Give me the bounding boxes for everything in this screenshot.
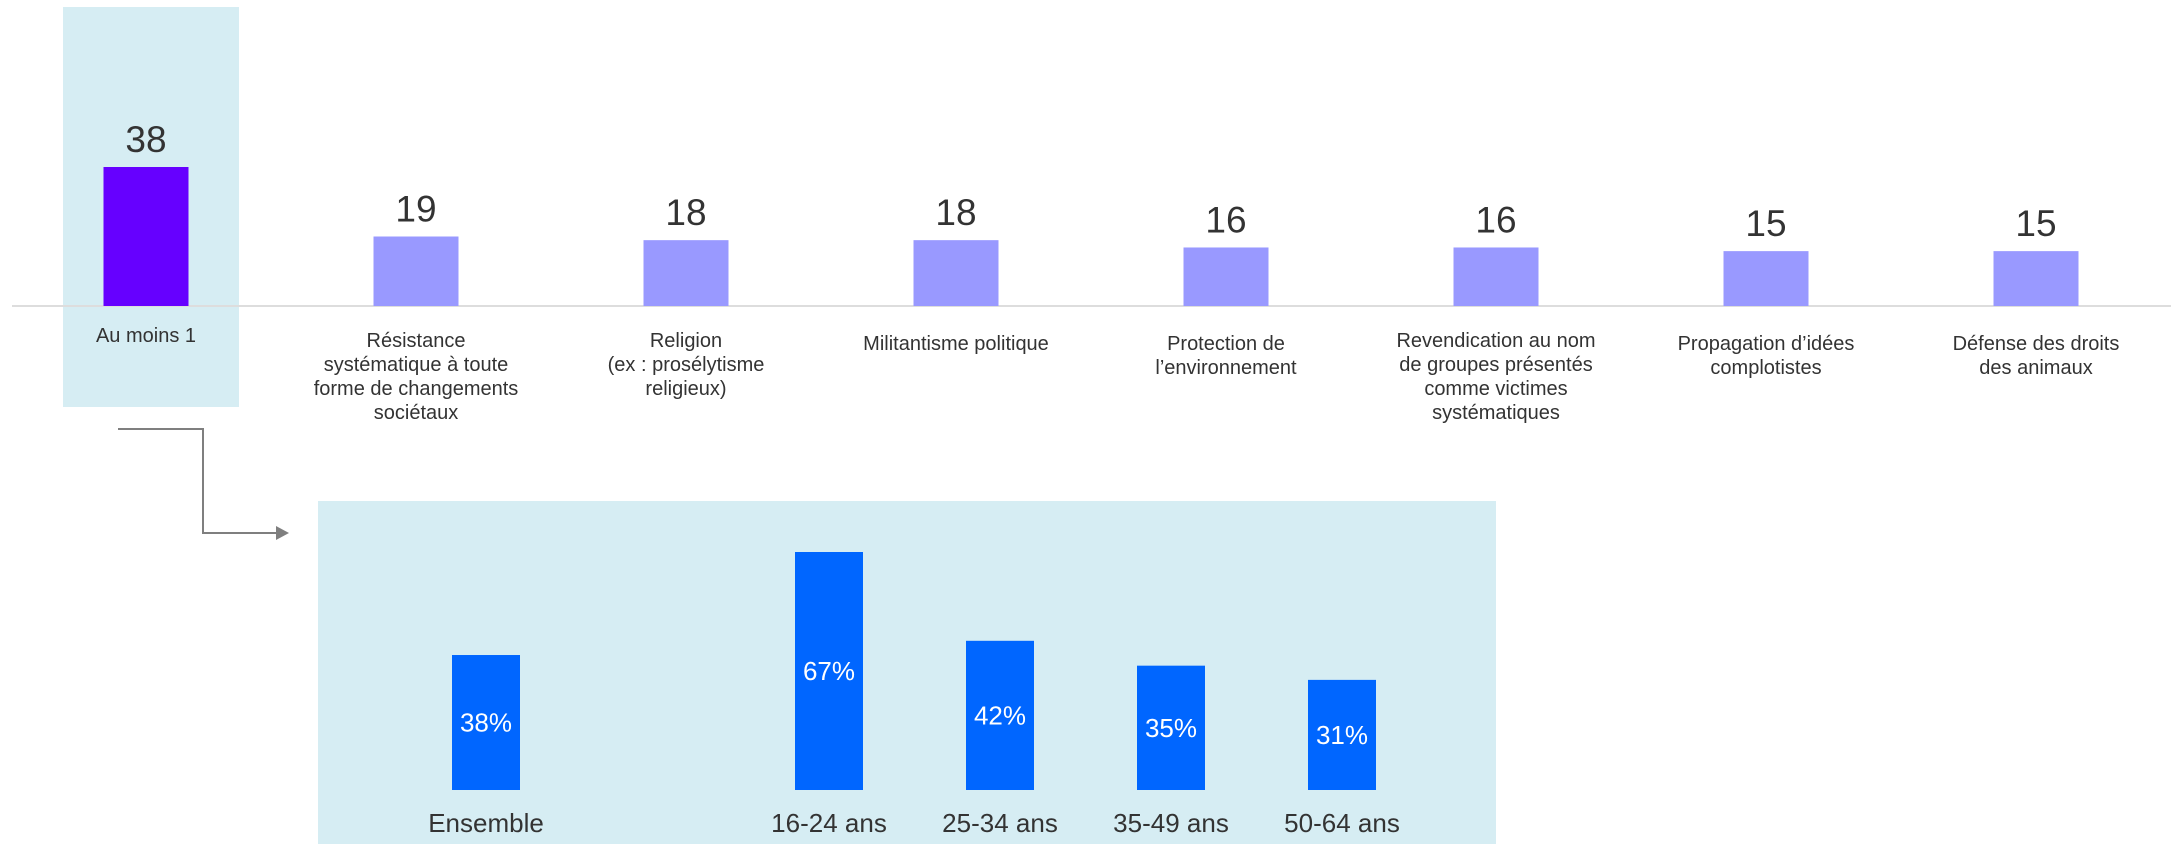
top-bar	[1453, 247, 1539, 306]
age-bar-value-label: 31%	[1316, 720, 1368, 750]
top-category-label: Militantisme politique	[863, 333, 1049, 355]
top-bar	[1723, 251, 1809, 306]
top-bar-value-label: 16	[1205, 199, 1246, 240]
connector-arrowhead-icon	[276, 526, 289, 540]
age-category-label: Ensemble	[428, 808, 544, 838]
top-category-label: Défense des droits des animaux	[1953, 333, 2120, 379]
age-category-label: 35-49 ans	[1113, 808, 1229, 838]
age-bar	[452, 655, 520, 790]
top-category-label: Religion (ex : prosélytisme religieux)	[608, 330, 765, 400]
top-category-label: Au moins 1	[96, 325, 196, 347]
top-bar-value-label: 18	[935, 192, 976, 233]
top-bar	[1183, 247, 1269, 306]
top-bar-value-label: 18	[665, 192, 706, 233]
top-bar-value-label: 16	[1475, 199, 1516, 240]
top-category-label: Protection de l’environnement	[1155, 333, 1297, 379]
age-bar-value-label: 38%	[460, 708, 512, 738]
top-bar	[373, 236, 459, 306]
age-bar	[1308, 679, 1376, 790]
age-category-label: 25-34 ans	[942, 808, 1058, 838]
age-bar	[1137, 665, 1205, 790]
top-bar-value-label: 15	[2015, 203, 2056, 244]
age-category-label: 50-64 ans	[1284, 808, 1400, 838]
top-bar-value-label: 15	[1745, 203, 1786, 244]
age-bar-value-label: 35%	[1145, 713, 1197, 743]
age-bar	[966, 640, 1034, 790]
age-category-label: 16-24 ans	[771, 808, 887, 838]
top-category-label: Résistance systématique à toute forme de c…	[314, 330, 519, 424]
top-bar-value-label: 19	[395, 189, 436, 230]
age-bar-chart: 38% Ensemble 67% 16-24 ans 42% 25-34 ans 35% 35…	[428, 552, 1400, 838]
top-bar-value-label: 38	[125, 119, 166, 160]
top-bar	[103, 167, 189, 306]
age-bar-value-label: 42%	[974, 700, 1026, 730]
top-category-label: Propagation d’idées complotistes	[1678, 333, 1855, 379]
connector-arrow-line	[118, 428, 276, 534]
top-bar	[913, 240, 999, 306]
top-bar	[643, 240, 729, 306]
top-bar-chart: 38 Au moins 1 19 Résistance systématique à t…	[96, 119, 2119, 424]
top-bar	[1993, 251, 2079, 306]
age-bar	[795, 552, 863, 790]
top-category-label: Revendication au nom de groupes présentés…	[1396, 330, 1595, 424]
age-bar-value-label: 67%	[803, 656, 855, 686]
